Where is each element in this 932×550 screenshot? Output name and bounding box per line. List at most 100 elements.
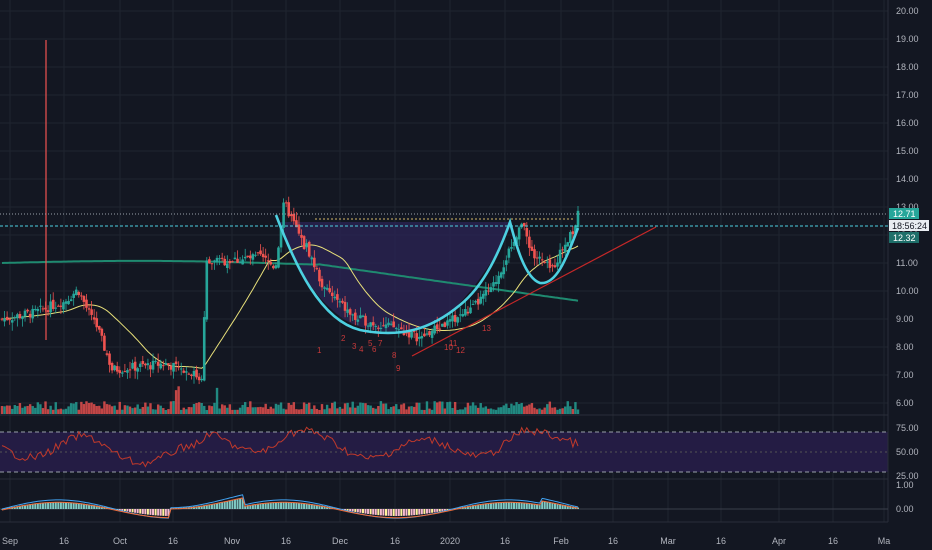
candle-body xyxy=(497,275,500,285)
candle-body xyxy=(305,243,308,248)
volume-bar xyxy=(69,403,73,414)
candle-body xyxy=(179,368,183,370)
macd-bar xyxy=(484,503,487,509)
volume-bar xyxy=(418,402,421,414)
volume-bar xyxy=(190,407,193,414)
candle-body xyxy=(535,257,539,259)
macd-bar xyxy=(428,509,431,514)
candle-body xyxy=(133,361,137,371)
candle-body xyxy=(505,260,508,265)
volume-bar xyxy=(482,407,485,414)
volume-bar xyxy=(320,404,324,414)
candle-body xyxy=(384,324,388,329)
macd-bar xyxy=(303,503,306,509)
volume-bar xyxy=(218,408,221,414)
candle-body xyxy=(361,315,365,318)
cup-and-handle-pattern xyxy=(274,214,580,335)
volume-bar xyxy=(487,408,490,414)
macd-bar xyxy=(510,502,513,509)
candle-body xyxy=(113,365,116,371)
volume-bar xyxy=(121,409,124,414)
macd-bar xyxy=(548,502,551,509)
candle-body xyxy=(328,288,331,293)
macd-bar xyxy=(259,503,262,509)
time-tick-label: 16 xyxy=(390,536,400,546)
volume-bar xyxy=(80,401,83,414)
volume-bar xyxy=(366,405,370,414)
volume-bar xyxy=(561,408,564,414)
time-tick-label: 16 xyxy=(281,536,291,546)
candle-body xyxy=(51,299,55,309)
volume-bar xyxy=(407,406,411,414)
volume-bar xyxy=(492,409,495,414)
candle-body xyxy=(379,327,383,329)
candle-body xyxy=(453,314,457,322)
macd-bar xyxy=(528,503,531,509)
macd-bar xyxy=(446,509,449,510)
macd-bar xyxy=(223,501,226,509)
volume-bar xyxy=(369,405,372,414)
volume-bar xyxy=(180,409,183,414)
price-axis[interactable]: 20.00 19.00 18.00 17.00 16.00 15.00 14.00 13.00… xyxy=(896,6,919,408)
volume-bar xyxy=(164,409,168,414)
volume-bar xyxy=(359,402,362,414)
price-tick-label: 16.00 xyxy=(896,118,919,128)
volume-bar xyxy=(141,406,144,414)
candle-body xyxy=(72,293,75,298)
candle-body xyxy=(558,249,562,264)
candle-body xyxy=(528,236,531,248)
volume-bar xyxy=(464,407,467,414)
time-tick-label: 2020 xyxy=(440,536,460,546)
volume-bar xyxy=(517,404,521,414)
rsi-axis[interactable]: 75.00 50.00 25.00 xyxy=(896,423,919,481)
macd-bar xyxy=(139,509,142,514)
volume-bar xyxy=(287,402,290,414)
volume-bar xyxy=(267,408,270,414)
volume-bar xyxy=(405,409,408,414)
rsi-tick-label: 50.00 xyxy=(896,447,919,457)
volume-bar xyxy=(87,402,91,414)
candle-body xyxy=(548,259,552,268)
candle-body xyxy=(348,309,352,315)
volume-bar xyxy=(535,409,539,414)
volume-bar xyxy=(233,409,237,414)
macd-bar xyxy=(216,502,219,509)
candle-body xyxy=(525,228,529,237)
candle-body xyxy=(366,325,370,327)
candle-body xyxy=(451,315,454,322)
volume-bar xyxy=(0,406,4,414)
macd-bar xyxy=(354,509,357,512)
time-tick-label: Sep xyxy=(2,536,18,546)
candle-body xyxy=(338,301,342,303)
time-axis[interactable]: Sep 16 Oct 16 Nov 16 Dec 16 2020 16 Feb 16 Mar 16 Apr 1… xyxy=(2,536,890,546)
volume-bar xyxy=(297,409,301,414)
volume-bar xyxy=(343,403,347,414)
candle-body xyxy=(74,289,78,296)
swing-label: 5 xyxy=(368,339,373,348)
candle-body xyxy=(80,295,83,297)
macd-bar xyxy=(379,509,382,516)
volume-bar xyxy=(284,409,288,414)
macd-bar xyxy=(310,504,313,509)
volume-bar xyxy=(397,409,400,414)
volume-bar xyxy=(26,405,29,414)
macd-bar xyxy=(551,502,554,509)
volume-bar xyxy=(453,401,457,414)
volume-bar xyxy=(226,407,229,414)
candle-body xyxy=(297,224,301,234)
volume-bar xyxy=(556,409,559,414)
macd-bar xyxy=(149,509,152,515)
time-tick-label: Oct xyxy=(113,536,128,546)
macd-bar xyxy=(231,499,234,509)
macd-bar xyxy=(282,502,285,509)
macd-bar xyxy=(152,509,155,516)
volume-bar xyxy=(540,409,544,414)
macd-bar xyxy=(221,501,224,509)
candle-body xyxy=(561,249,564,251)
volume-bar xyxy=(428,408,431,414)
last-price-text: 12.71 xyxy=(893,209,916,219)
macd-axis[interactable]: 1.00 0.00 xyxy=(896,480,914,514)
volume-bar xyxy=(336,408,339,414)
